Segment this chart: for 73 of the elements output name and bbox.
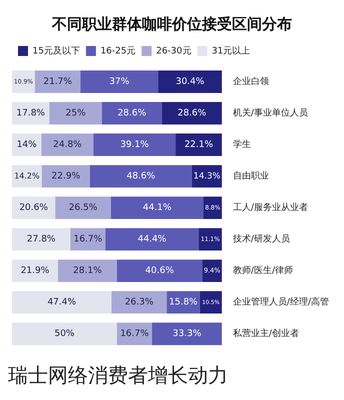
bar [110,196,204,220]
data-label: 47.4% [47,298,76,308]
data-label: 26.5% [68,203,98,214]
bar [176,134,222,156]
bar [152,322,222,346]
chart-title: 不同职业群体咖啡价位接受区间分布 [51,14,292,33]
data-label: 14% [16,140,38,150]
legend-label: 16-25元 [100,45,136,56]
data-label: 44.1% [142,203,172,214]
text: 瑞士网络消费者增长动力 [8,362,229,389]
y-tick-label: 私营业主/创业者 [232,328,299,340]
bar [112,291,167,314]
bar [42,165,90,188]
legend-label: 26-30元 [156,45,192,56]
data-label: 14.3% [193,171,220,182]
y-tick-label: 机关/事业单位人员 [232,108,308,119]
bar [12,196,56,220]
bar [90,165,192,188]
y-tick-label: 企业白领 [232,76,269,88]
bar [105,228,199,251]
data-label: 28.1% [73,266,102,276]
data-label: 17.8% [16,108,46,119]
data-label: 33.3% [172,329,202,340]
bar [58,260,117,282]
bar [80,70,158,93]
bar [12,165,42,188]
y-tick-label: 教师/医生/律师 [232,265,294,276]
legend-label: 31元以上 [212,45,250,56]
data-label: 22.9% [52,172,81,182]
data-label: 50% [54,329,75,340]
bar [34,70,80,93]
data-label: 40.6% [145,266,174,276]
y-tick-label: 学生 [232,139,251,150]
data-label: 27.8% [26,234,56,245]
bar [93,134,176,156]
data-label: 16.7% [120,329,150,340]
data-label: 15.8% [169,298,198,308]
bar [12,134,42,156]
bar [12,291,112,314]
y-tick-label: 企业管理人员/经理/高管 [232,296,330,308]
data-label: 22.1% [184,140,214,150]
data-label: 30.4% [176,77,205,88]
data-label: 28.6% [118,108,147,119]
legend-label: 15元及以下 [32,45,80,56]
bar [158,70,222,93]
y-tick-label: 自由职业 [232,170,269,182]
y-tick-label: 技术/研发人员 [232,234,290,245]
bar [162,102,222,124]
data-label: 28.6% [178,108,207,119]
data-label: 44.4% [138,234,167,245]
data-label: 26.3% [124,298,154,308]
bar [49,102,102,124]
y-tick-label: 工人/服务业从业者 [232,202,308,214]
data-label: 48.6% [126,172,156,182]
bar [12,228,70,251]
bar [102,102,162,124]
data-label: 24.8% [53,140,82,150]
data-label: 14.2% [14,171,40,180]
bar [12,70,35,93]
data-label: 16.7% [74,234,103,245]
data-label: 20.6% [19,203,48,214]
bar [116,260,202,282]
bar [12,102,50,124]
data-label: 37% [109,77,130,88]
data-label: 21.7% [43,77,72,88]
bar [12,322,117,346]
bar [41,134,94,156]
data-label: 39.1% [120,140,150,150]
bar [198,228,222,251]
bar [12,260,58,282]
bar [55,196,111,220]
data-label: 21.9% [20,266,50,276]
data-label: 25% [66,108,86,119]
